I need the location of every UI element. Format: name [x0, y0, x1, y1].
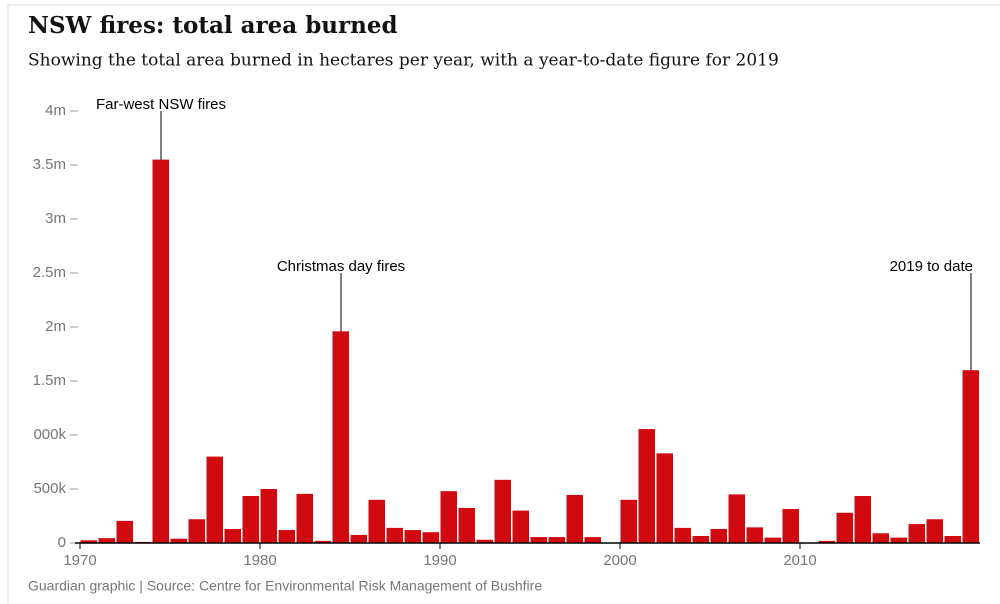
- bar: [152, 159, 169, 543]
- bar: [404, 530, 421, 543]
- bar: [692, 535, 709, 543]
- bar: [854, 496, 871, 543]
- bar: [476, 539, 493, 543]
- y-tick-label: 000k: [33, 426, 66, 443]
- bar: [926, 519, 943, 543]
- bar: [836, 512, 853, 543]
- y-tick-label: 3m: [45, 210, 66, 227]
- bar: [890, 537, 907, 543]
- bar: [818, 540, 835, 543]
- bar: [98, 538, 115, 543]
- y-tick-label: 0: [58, 534, 66, 551]
- bar: [368, 499, 385, 543]
- y-tick-label: 2m: [45, 318, 66, 335]
- bar: [872, 533, 889, 543]
- bar: [962, 370, 979, 543]
- bar: [386, 527, 403, 543]
- bar: [782, 508, 799, 543]
- bar: [458, 507, 475, 543]
- bar: [674, 527, 691, 543]
- bar: [80, 540, 97, 543]
- bar: [440, 491, 457, 543]
- bar: [530, 537, 547, 543]
- annotation: Christmas day fires: [277, 258, 405, 275]
- bar: [512, 510, 529, 543]
- bar: [908, 524, 925, 543]
- bar: [422, 532, 439, 543]
- bar: [206, 456, 223, 543]
- annotation: Far-west NSW fires: [96, 96, 226, 113]
- bar: [278, 530, 295, 543]
- bar: [746, 527, 763, 543]
- bar: [242, 496, 259, 543]
- bar: [620, 499, 637, 543]
- bar: [494, 479, 511, 543]
- bar: [350, 534, 367, 543]
- bar: [314, 540, 331, 543]
- x-tick-label: 1980: [243, 552, 276, 569]
- y-tick-label: 500k: [33, 480, 66, 497]
- x-tick-label: 2000: [603, 552, 636, 569]
- bar: [638, 429, 655, 543]
- y-tick-label: 4m: [45, 102, 66, 119]
- annotation: 2019 to date: [890, 258, 973, 275]
- bar: [728, 494, 745, 543]
- x-tick-label: 1990: [423, 552, 456, 569]
- source: Guardian graphic | Source: Centre for En…: [28, 578, 542, 594]
- bar: [566, 494, 583, 543]
- bar: [332, 331, 349, 543]
- y-tick-label: 2.5m: [33, 264, 66, 281]
- bar: [170, 538, 187, 543]
- chart-title: NSW fires: total area burned: [28, 12, 398, 39]
- bar: [584, 537, 601, 543]
- x-tick-label: 1970: [63, 552, 96, 569]
- chart-subtitle: Showing the total area burned in hectare…: [28, 51, 779, 71]
- bar: [224, 528, 241, 543]
- y-tick-label: 1.5m: [33, 372, 66, 389]
- bar: [548, 537, 565, 543]
- bar: [710, 528, 727, 543]
- y-tick-label: 3.5m: [33, 156, 66, 173]
- bar: [764, 537, 781, 543]
- bar: [116, 520, 133, 543]
- bar: [296, 493, 313, 543]
- bar: [656, 453, 673, 543]
- bar: [260, 489, 277, 543]
- bar: [188, 519, 205, 543]
- x-tick-label: 2010: [783, 552, 816, 569]
- bar: [944, 535, 961, 543]
